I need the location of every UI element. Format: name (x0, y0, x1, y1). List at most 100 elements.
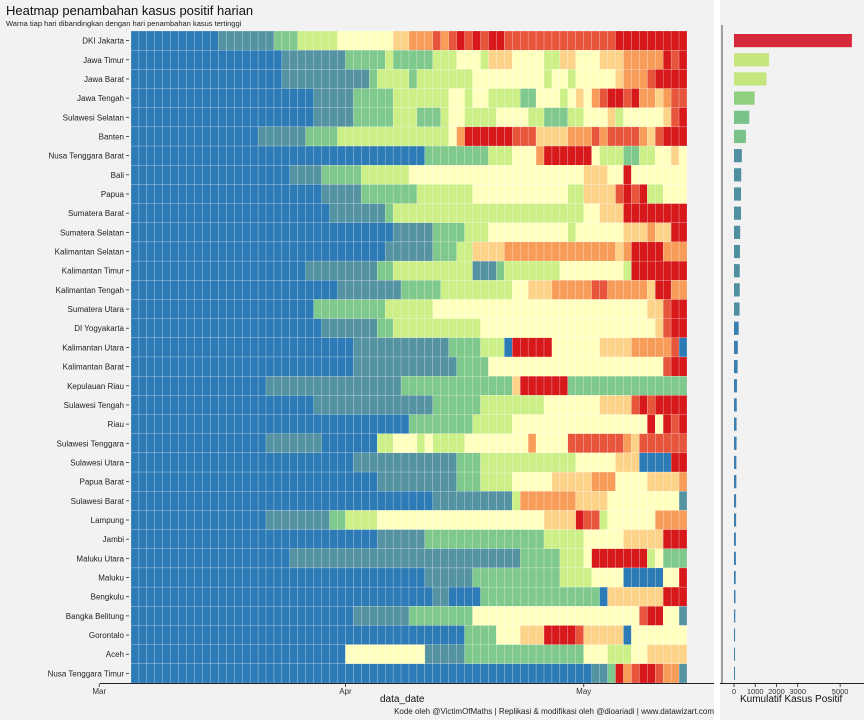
heatmap-cell (186, 126, 195, 147)
heatmap-cell (424, 260, 434, 281)
heatmap-cell (234, 376, 243, 396)
heatmap-cell (559, 280, 569, 300)
heatmap-cell (257, 510, 267, 530)
heatmap-cell (448, 318, 457, 339)
heatmap-cell (337, 126, 346, 147)
heatmap-cell (424, 510, 434, 530)
heatmap-cell (615, 69, 624, 89)
heatmap-cell (527, 88, 537, 108)
heatmap-cell (162, 510, 171, 530)
heatmap-cell (623, 337, 632, 358)
heatmap-cell (130, 567, 140, 588)
heatmap-cell (130, 356, 140, 377)
heatmap-cell (488, 644, 497, 665)
heatmap-cell (353, 606, 362, 626)
heatmap-cell (305, 126, 314, 147)
heatmap-cell (655, 433, 664, 454)
heatmap-cell (178, 663, 187, 684)
heatmap-cell (321, 548, 330, 569)
heatmap-cell (369, 222, 378, 243)
heatmap-cell (273, 491, 283, 511)
heatmap-cell (662, 491, 672, 511)
heatmap-cell (186, 165, 195, 185)
heatmap-cell (226, 376, 235, 396)
heatmap-cell (265, 606, 275, 626)
heatmap-cell (535, 356, 545, 377)
heatmap-cell (305, 337, 314, 358)
heatmap-cell (257, 299, 267, 319)
heatmap-cell (615, 241, 624, 262)
heatmap-cell (678, 414, 688, 434)
heatmap-cell (512, 433, 521, 454)
heatmap-cell (321, 376, 330, 396)
heatmap-cell (432, 510, 441, 530)
heatmap-cell (249, 356, 259, 377)
heatmap-cell (361, 471, 370, 492)
heatmap-cell (400, 241, 410, 262)
heatmap-cell (130, 606, 140, 626)
heatmap-cell (567, 414, 576, 434)
heatmap-cell (535, 165, 545, 185)
heatmap-cell (186, 452, 195, 473)
heatmap-cell (202, 145, 211, 166)
heatmap-cell (535, 452, 545, 473)
heatmap-cell (154, 107, 163, 128)
heatmap-cell (583, 529, 592, 549)
heatmap-cell (305, 644, 314, 665)
heatmap-cell (329, 395, 338, 415)
bar (734, 283, 740, 297)
heatmap-cell (662, 280, 672, 300)
heatmap-cell (265, 318, 275, 339)
heatmap-cell (345, 414, 354, 434)
heatmap-cell (631, 491, 640, 511)
heatmap-cell (345, 433, 354, 454)
heatmap-cell (575, 337, 584, 358)
heatmap-cell (480, 126, 489, 147)
heatmap-cell (464, 30, 473, 51)
heatmap-cell (647, 510, 656, 530)
heatmap-cell (400, 567, 410, 588)
heatmap-cell (162, 586, 171, 607)
heatmap-cell (337, 50, 346, 70)
heatmap-cell (361, 548, 370, 569)
heatmap-cell (559, 471, 569, 492)
heatmap-cell (416, 184, 426, 204)
heatmap-cell (154, 395, 163, 415)
heatmap-cell (456, 203, 465, 223)
heatmap-cell (138, 433, 148, 454)
heatmap-cell (226, 299, 235, 319)
heatmap-cell (623, 644, 632, 665)
heatmap-cell (178, 222, 187, 243)
heatmap-cell (647, 260, 656, 281)
heatmap-cell (424, 107, 434, 128)
heatmap-cell (480, 241, 489, 262)
heatmap-cell (329, 126, 338, 147)
heatmap-cell (353, 452, 362, 473)
heatmap-cell (162, 50, 171, 70)
heatmap-cell (591, 50, 600, 70)
heatmap-cell (234, 30, 243, 51)
y-tick-label: DI Yogyakarta (74, 324, 124, 333)
heatmap-cell (146, 625, 156, 645)
heatmap-cell (313, 644, 322, 665)
heatmap-cell (448, 433, 457, 454)
heatmap-cell (567, 452, 576, 473)
heatmap-cell (218, 203, 227, 223)
y-tick-label: Papua (101, 190, 125, 199)
heatmap-cell (242, 241, 251, 262)
heatmap-cell (551, 529, 561, 549)
heatmap-cell (416, 606, 426, 626)
heatmap-cell (543, 625, 553, 645)
heatmap-cell (416, 280, 426, 300)
heatmap-cell (488, 145, 497, 166)
heatmap-cell (480, 50, 489, 70)
heatmap-cell (472, 376, 481, 396)
heatmap-cell (464, 548, 473, 569)
heatmap-cell (551, 50, 561, 70)
heatmap-cell (170, 452, 179, 473)
heatmap-cell (583, 414, 592, 434)
heatmap-cell (146, 663, 156, 684)
heatmap-cell (488, 184, 497, 204)
heatmap-cell (242, 395, 251, 415)
heatmap-cell (543, 510, 553, 530)
